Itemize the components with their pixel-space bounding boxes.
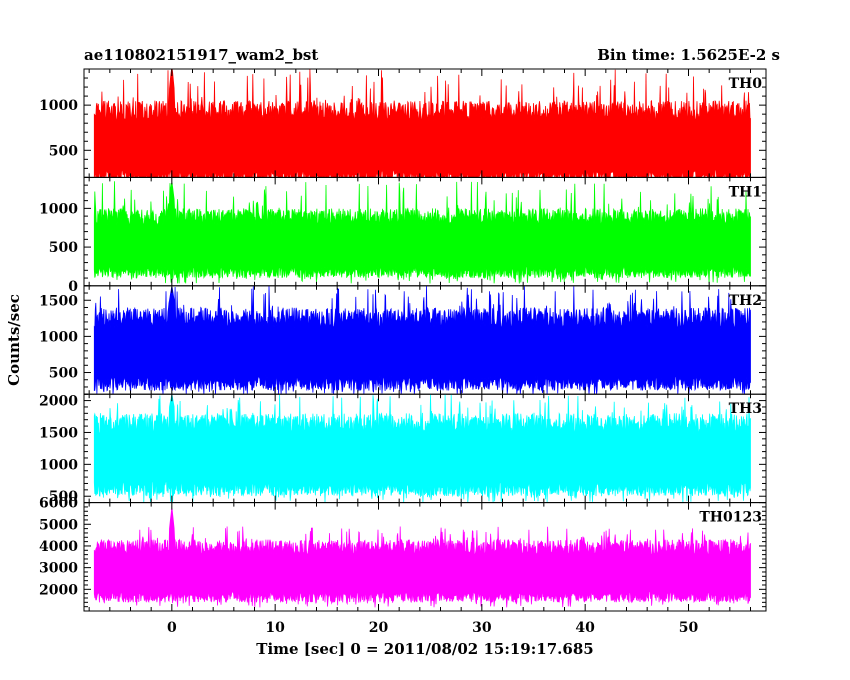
panel-th3: 500 1000 1500 2000 TH3 — [39, 394, 767, 505]
y-tick-label: 3000 — [39, 561, 78, 577]
y-tick-label: 1500 — [39, 293, 78, 309]
panel-th0: 500 1000 TH0 — [39, 68, 767, 178]
y-tick-label: 1500 — [39, 425, 78, 441]
panel-label: TH1 — [729, 184, 762, 200]
x-tick-label: 10 — [265, 620, 285, 636]
panel-th2: 500 1000 1500 TH2 — [39, 285, 767, 395]
y-tick-label: 0 — [68, 279, 78, 295]
x-tick-label: 40 — [575, 620, 595, 636]
y-tick-label: 500 — [49, 366, 78, 382]
panel-label: TH0 — [729, 76, 763, 92]
y-tick-label: 6000 — [39, 496, 78, 512]
y-tick-label: 1000 — [39, 98, 78, 114]
y-tick-label: 500 — [49, 489, 78, 505]
x-tick-label: 50 — [679, 620, 699, 636]
panel-th0123: 2000 3000 4000 5000 6000 TH0123 — [39, 496, 767, 612]
x-tick-label: 20 — [369, 620, 389, 636]
y-tick-label: 500 — [49, 143, 78, 159]
series-th1 — [93, 181, 751, 284]
y-tick-label: 2000 — [39, 394, 78, 410]
x-tick-label: 30 — [472, 620, 492, 636]
panel-frame — [83, 502, 767, 612]
chart-title: ae110802151917_wam2_bst — [84, 46, 318, 64]
series-th3 — [93, 394, 751, 503]
y-tick-label: 1000 — [39, 201, 78, 217]
y-axis-label: Counts/sec — [5, 294, 23, 386]
y-tick-label: 4000 — [39, 539, 78, 555]
panel-th1: 0 500 1000 TH1 — [39, 176, 767, 295]
panel-label: TH0123 — [699, 510, 762, 526]
series-th2 — [93, 285, 751, 395]
y-tick-label: 1000 — [39, 457, 78, 473]
series-th0 — [93, 69, 751, 178]
panel-label: TH2 — [729, 293, 762, 309]
series-th0123 — [93, 508, 751, 608]
y-tick-label: 5000 — [39, 517, 78, 533]
panel-label: TH3 — [729, 401, 762, 417]
y-tick-label: 500 — [49, 240, 78, 256]
y-tick-label: 2000 — [39, 582, 78, 598]
x-axis-label: Time [sec] 0 = 2011/08/02 15:19:17.685 — [256, 640, 593, 658]
y-tick-label: 1000 — [39, 329, 78, 345]
bin-time-label: Bin time: 1.5625E-2 s — [597, 46, 780, 64]
x-tick-label: 0 — [167, 620, 177, 636]
